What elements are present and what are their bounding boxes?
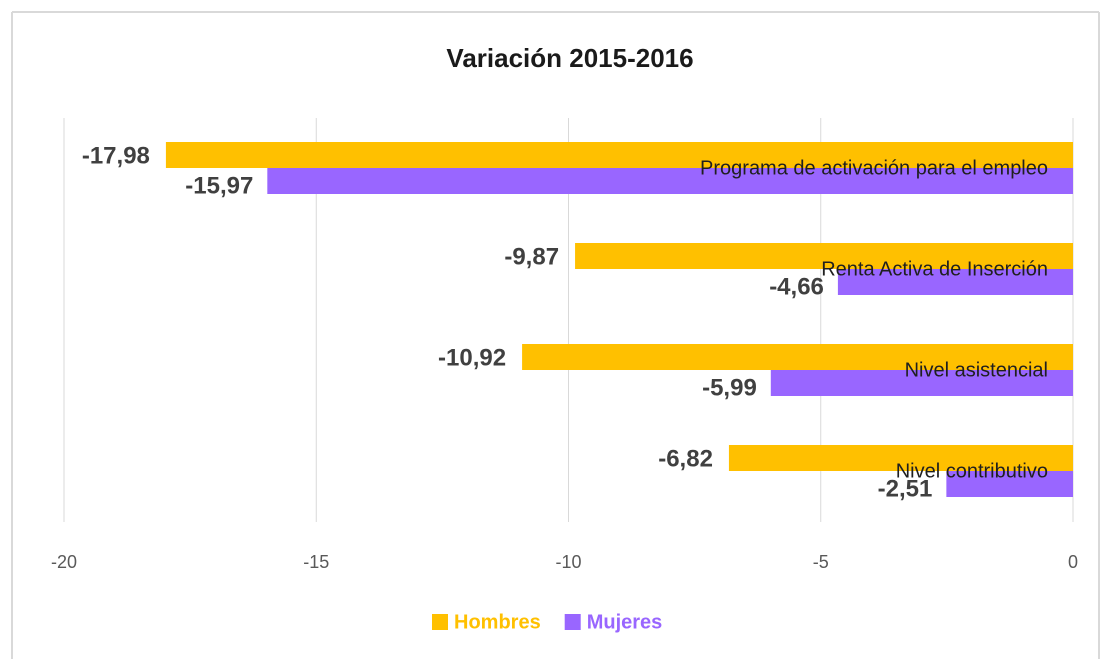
value-label: -17,98 (82, 142, 150, 169)
legend-swatch (564, 614, 581, 630)
x-tick-label: -5 (813, 552, 829, 572)
value-label: -10,92 (438, 344, 506, 371)
category-label: Nivel contributivo (896, 460, 1048, 482)
category-label: Nivel asistencial (905, 359, 1048, 381)
value-label: -2,51 (878, 475, 933, 502)
bar (522, 344, 1073, 370)
value-label: -5,99 (702, 374, 757, 401)
x-tick-label: 0 (1068, 552, 1078, 572)
category-label: Programa de activación para el empleo (700, 157, 1048, 179)
value-label: -6,82 (658, 445, 713, 472)
bar (575, 243, 1073, 269)
category-label: Renta Activa de Inserción (821, 258, 1048, 280)
legend-swatch (432, 614, 448, 630)
bar (728, 445, 1073, 471)
bar (165, 142, 1073, 168)
bar (946, 471, 1073, 497)
bar (837, 269, 1073, 295)
value-label: -9,87 (504, 243, 559, 270)
legend-label: Hombres (454, 611, 541, 633)
x-tick-label: -10 (555, 552, 581, 572)
value-label: -15,97 (185, 172, 253, 199)
legend-label: Mujeres (587, 611, 663, 633)
bar (770, 370, 1073, 396)
value-label: -4,66 (769, 273, 824, 300)
chart-title: Variación 2015-2016 (446, 43, 693, 73)
x-tick-label: -15 (303, 552, 329, 572)
x-tick-label: -20 (51, 552, 77, 572)
bar (267, 168, 1074, 194)
